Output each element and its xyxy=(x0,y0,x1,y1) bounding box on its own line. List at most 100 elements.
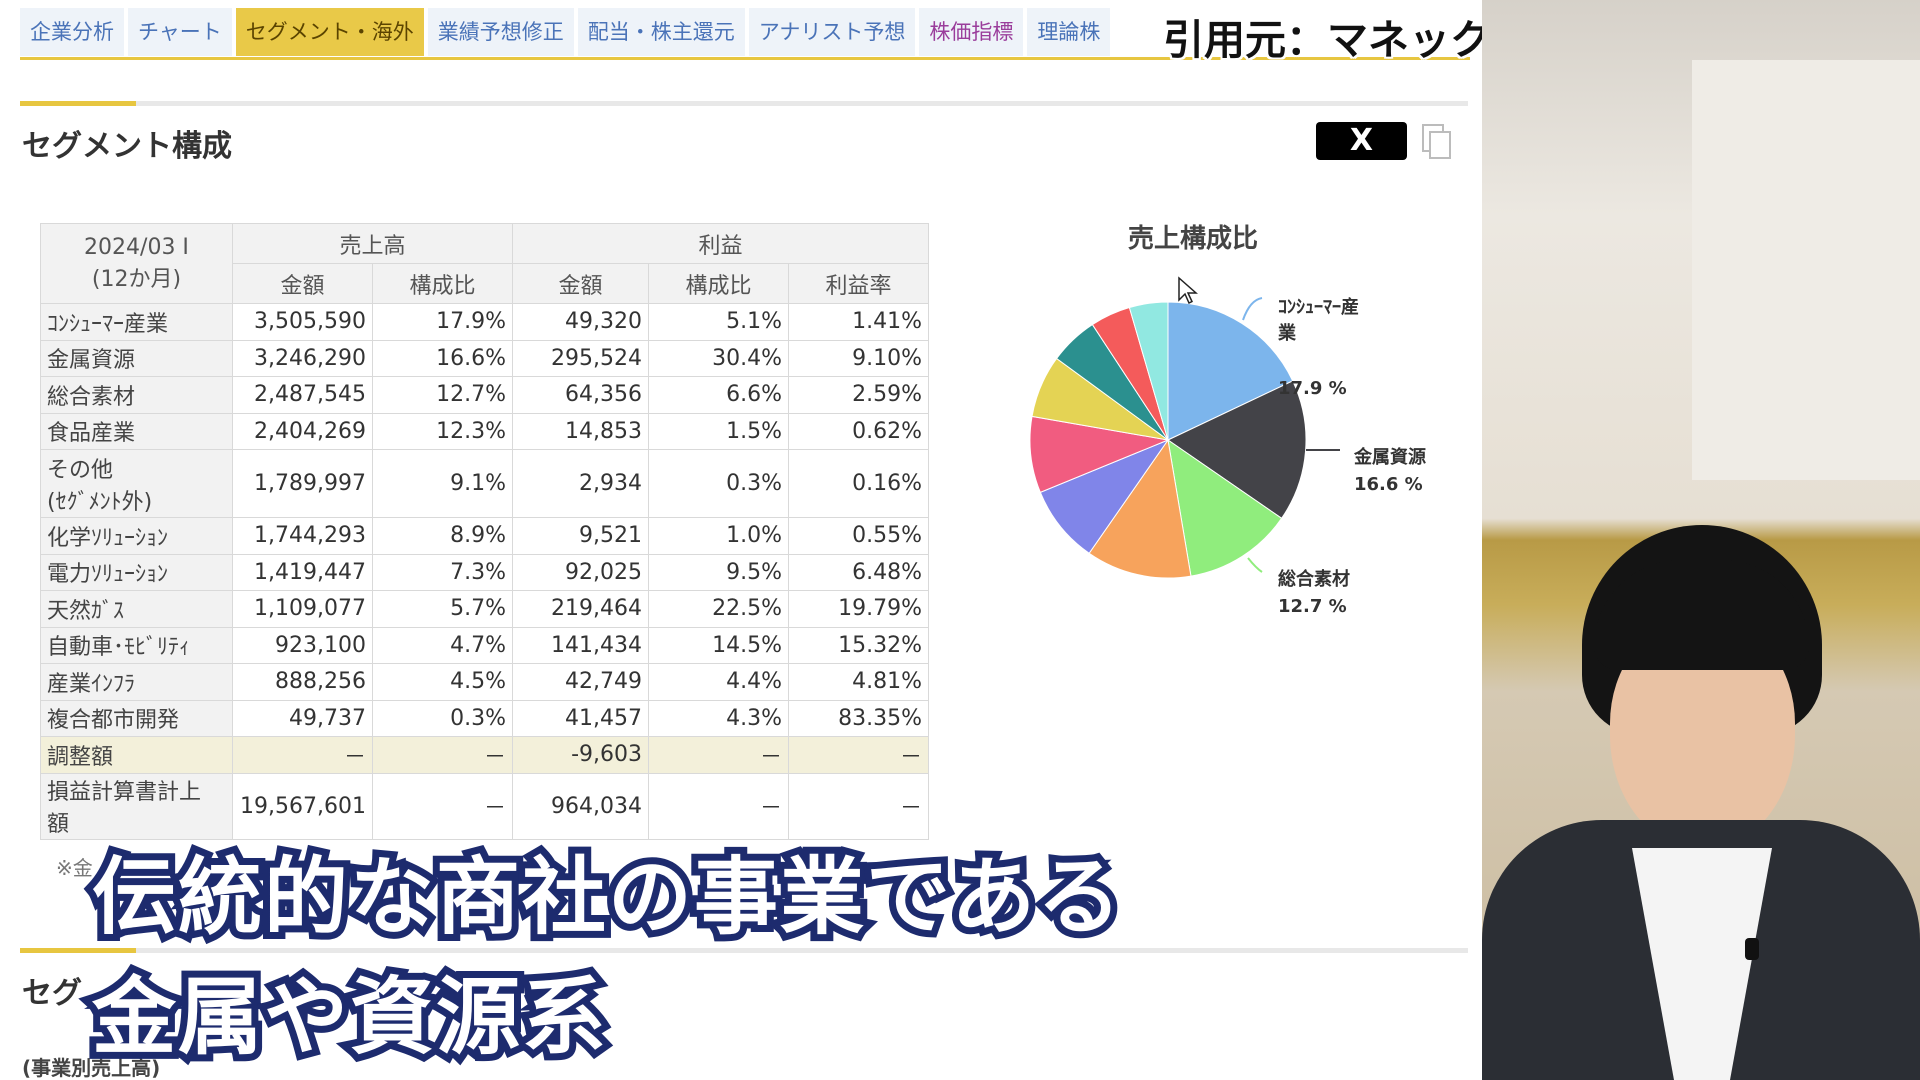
cell-sales-ratio: 0.3% xyxy=(372,699,513,737)
tab-chart[interactable]: チャート xyxy=(128,8,232,56)
cell-profit: 9,521 xyxy=(512,517,649,555)
cell-profit-ratio: 4.3% xyxy=(648,699,789,737)
pie-slice[interactable] xyxy=(1167,380,1307,520)
tab-earnings-revision[interactable]: 業績予想修正 xyxy=(427,8,574,56)
cell-sales-ratio: 12.7% xyxy=(372,376,513,414)
table-row-total: 損益計算書計上 額 19,567,601 － 964,034 － － xyxy=(40,772,929,840)
table-row: 天然ｶﾞｽ 1,109,077 5.7% 219,464 22.5% 19.79… xyxy=(40,590,929,628)
segment-table: 2024/03 I (12か月) 売上高 利益 金額 構成比 金額 構成比 利益… xyxy=(40,223,929,840)
row-name: 総合素材 xyxy=(40,376,233,414)
row-name: 金属資源 xyxy=(40,339,233,377)
cell-profit: 964,034 xyxy=(512,772,649,840)
cell-sales: 3,505,590 xyxy=(232,303,373,341)
table-row: 複合都市開発 49,737 0.3% 41,457 4.3% 83.35% xyxy=(40,699,929,737)
mouse-cursor-icon xyxy=(1178,276,1198,305)
cell-sales: 888,256 xyxy=(232,663,373,701)
cell-sales-ratio: 9.1% xyxy=(372,449,513,518)
cell-sales-ratio: 17.9% xyxy=(372,303,513,341)
cell-profit-ratio: 30.4% xyxy=(648,339,789,377)
row-name-line2: 額 xyxy=(47,812,70,837)
col-sales-ratio: 構成比 xyxy=(372,263,513,304)
tab-analyst-forecast[interactable]: アナリスト予想 xyxy=(748,8,916,56)
col-profit-ratio: 構成比 xyxy=(648,263,789,304)
tab-theoretical-price[interactable]: 理論株 xyxy=(1027,8,1111,56)
cell-profit: 295,524 xyxy=(512,339,649,377)
sales-by-business-note: (事業別売上高) xyxy=(22,1056,161,1080)
row-name: 電力ｿﾘｭｰｼｮﾝ xyxy=(40,553,233,591)
pie-label-materials-name: 総合素材 xyxy=(1278,568,1350,590)
tab-company-analysis[interactable]: 企業分析 xyxy=(20,8,124,56)
cell-profit-ratio: 6.6% xyxy=(648,376,789,414)
table-row: 食品産業 2,404,269 12.3% 14,853 1.5% 0.62% xyxy=(40,412,929,450)
period-line2: (12か月) xyxy=(91,266,182,292)
cell-sales-ratio: 7.3% xyxy=(372,553,513,591)
cell-profit-ratio: 5.1% xyxy=(648,303,789,341)
cell-sales: 49,737 xyxy=(232,699,373,737)
presenter-video xyxy=(1482,0,1920,1080)
cell-profit-ratio: 14.5% xyxy=(648,626,789,664)
tab-segment-overseas[interactable]: セグメント・海外 xyxy=(235,8,424,56)
label-connector xyxy=(1242,297,1263,321)
tab-stock-indicators[interactable]: 株価指標 xyxy=(919,8,1024,56)
cell-sales: 2,404,269 xyxy=(232,412,373,450)
microphone-icon xyxy=(1745,938,1759,960)
table-footnote: ※金 xyxy=(56,856,93,880)
row-name: 天然ｶﾞｽ xyxy=(40,590,233,628)
cell-profit: 92,025 xyxy=(512,553,649,591)
cell-profit: 141,434 xyxy=(512,626,649,664)
cell-profit-ratio: 9.5% xyxy=(648,553,789,591)
cell-sales: 1,744,293 xyxy=(232,517,373,555)
cell-sales: 1,789,997 xyxy=(232,449,373,518)
row-name: 調整額 xyxy=(40,736,233,774)
cell-sales-ratio: 5.7% xyxy=(372,590,513,628)
cell-sales: 3,246,290 xyxy=(232,339,373,377)
tab-bar: 企業分析 チャート セグメント・海外 業績予想修正 配当・株主還元 アナリスト予… xyxy=(20,8,1470,60)
pie-slice[interactable] xyxy=(1039,438,1170,554)
pie-slice[interactable] xyxy=(1167,301,1294,441)
pie-title: 売上構成比 xyxy=(1128,224,1259,254)
table-row: 化学ｿﾘｭｰｼｮﾝ 1,744,293 8.9% 9,521 1.0% 0.55… xyxy=(40,517,929,555)
copy-icon[interactable] xyxy=(1422,124,1452,160)
cell-sales: 1,419,447 xyxy=(232,553,373,591)
table-row: 金属資源 3,246,290 16.6% 295,524 30.4% 9.10% xyxy=(40,339,929,377)
cell-sales-ratio: － xyxy=(372,772,513,840)
table-row: 自動車･ﾓﾋﾞﾘﾃｨ 923,100 4.7% 141,434 14.5% 15… xyxy=(40,626,929,664)
cell-profit: -9,603 xyxy=(512,736,649,774)
share-x-button[interactable]: X xyxy=(1316,122,1407,160)
cell-sales: 2,487,545 xyxy=(232,376,373,414)
table-row: ｺﾝｼｭｰﾏｰ産業 3,505,590 17.9% 49,320 5.1% 1.… xyxy=(40,303,929,341)
row-name: ｺﾝｼｭｰﾏｰ産業 xyxy=(40,303,233,341)
cell-sales: 19,567,601 xyxy=(232,772,373,840)
table-row: 総合素材 2,487,545 12.7% 64,356 6.6% 2.59% xyxy=(40,376,929,414)
tab-dividend[interactable]: 配当・株主還元 xyxy=(577,8,745,56)
row-name-line2: (ｾｸﾞﾒﾝﾄ外) xyxy=(47,489,153,515)
cell-profit-ratio: － xyxy=(648,736,789,774)
pie-chart: ｺﾝｼｭｰﾏｰ産 業 17.9 % 金属資源 16.6 % 総合素材 12.7 … xyxy=(1029,296,1426,617)
cell-margin: 0.55% xyxy=(788,517,929,555)
pie-label-materials-value: 12.7 % xyxy=(1278,596,1347,617)
cell-margin: 9.10% xyxy=(788,339,929,377)
section-divider xyxy=(20,101,1468,106)
pie-label-metal-value: 16.6 % xyxy=(1354,474,1423,495)
pie-slice[interactable] xyxy=(1088,438,1192,579)
pie-slice[interactable] xyxy=(1167,438,1283,577)
pie-label-consumer-line1: ｺﾝｼｭｰﾏｰ産 xyxy=(1278,296,1359,318)
section-title-lower: セグ xyxy=(22,976,82,1011)
cell-profit-ratio: 1.5% xyxy=(648,412,789,450)
period-line1: 2024/03 I xyxy=(84,234,189,260)
cell-margin: 83.35% xyxy=(788,699,929,737)
cell-sales-ratio: 16.6% xyxy=(372,339,513,377)
cell-margin: 0.62% xyxy=(788,412,929,450)
pie-label-consumer-value: 17.9 % xyxy=(1278,378,1347,399)
cell-profit: 49,320 xyxy=(512,303,649,341)
cell-profit-ratio: 0.3% xyxy=(648,449,789,518)
cell-margin: 19.79% xyxy=(788,590,929,628)
col-margin: 利益率 xyxy=(788,263,929,304)
pie-label-metal-name: 金属資源 xyxy=(1353,446,1426,468)
pie-slice[interactable] xyxy=(1128,301,1169,441)
cell-margin: 2.59% xyxy=(788,376,929,414)
row-name: 化学ｿﾘｭｰｼｮﾝ xyxy=(40,517,233,555)
cell-profit-ratio: 1.0% xyxy=(648,517,789,555)
profit-group-header: 利益 xyxy=(512,223,929,264)
cell-profit: 219,464 xyxy=(512,590,649,628)
